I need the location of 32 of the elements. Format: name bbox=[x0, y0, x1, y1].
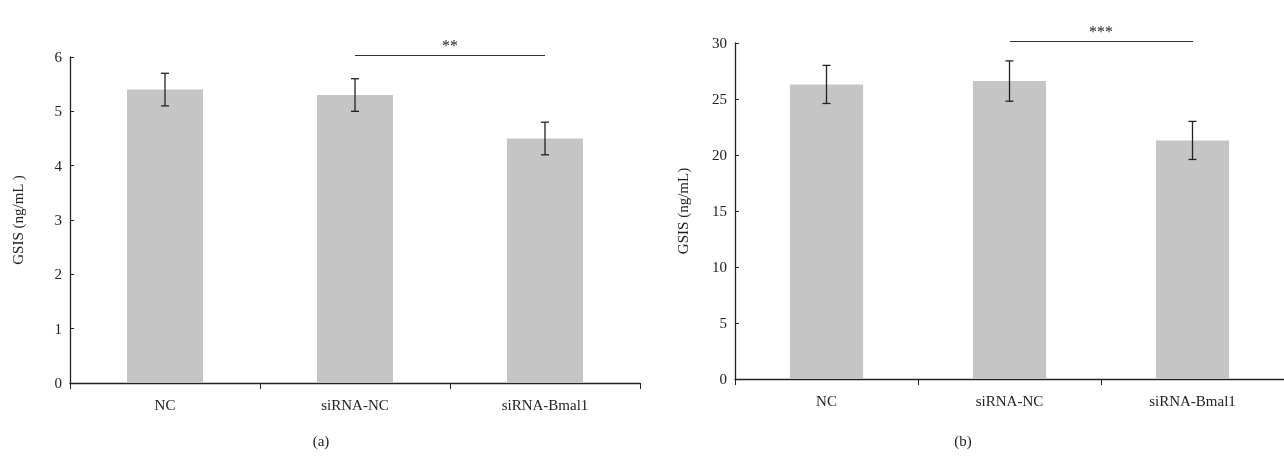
x-tick-label: NC bbox=[154, 396, 176, 413]
text: (b) bbox=[954, 432, 972, 450]
y-tick-label: 1 bbox=[54, 320, 62, 337]
y-tick-label: 30 bbox=[712, 35, 727, 51]
text: ** bbox=[442, 36, 458, 54]
y-tick-label: 4 bbox=[54, 157, 63, 174]
text: (a) bbox=[312, 432, 330, 450]
x-tick-label: siRNA-NC bbox=[321, 396, 389, 413]
y-tick-label: 0 bbox=[719, 371, 727, 387]
bar bbox=[507, 138, 583, 383]
y-tick-label: 0 bbox=[54, 375, 62, 391]
x-tick-label: NC bbox=[816, 392, 837, 409]
y-tick-label: 20 bbox=[712, 147, 727, 163]
bar bbox=[789, 84, 864, 379]
y-tick-label: 2 bbox=[54, 266, 62, 283]
bar bbox=[127, 89, 203, 383]
bar bbox=[1155, 140, 1230, 379]
y-tick-label: 6 bbox=[54, 49, 63, 65]
bar bbox=[972, 81, 1047, 379]
text: *** bbox=[1089, 22, 1113, 40]
x-tick-label: siRNA-Bmal1 bbox=[1149, 392, 1236, 409]
x-tick-label: siRNA-NC bbox=[975, 392, 1044, 409]
y-tick-label: 5 bbox=[54, 103, 62, 120]
y-axis-title: GSIS (ng/mL) bbox=[674, 167, 692, 255]
y-tick-label: 5 bbox=[719, 315, 727, 331]
y-tick-label: 25 bbox=[712, 91, 727, 107]
y-tick-label: 3 bbox=[54, 212, 62, 228]
x-tick-label: siRNA-Bmal1 bbox=[501, 396, 589, 413]
y-axis-title: GSIS (ng/mL ) bbox=[9, 175, 27, 265]
y-tick-label: 15 bbox=[712, 203, 727, 219]
y-tick-label: 10 bbox=[712, 259, 727, 275]
bar bbox=[317, 95, 393, 383]
